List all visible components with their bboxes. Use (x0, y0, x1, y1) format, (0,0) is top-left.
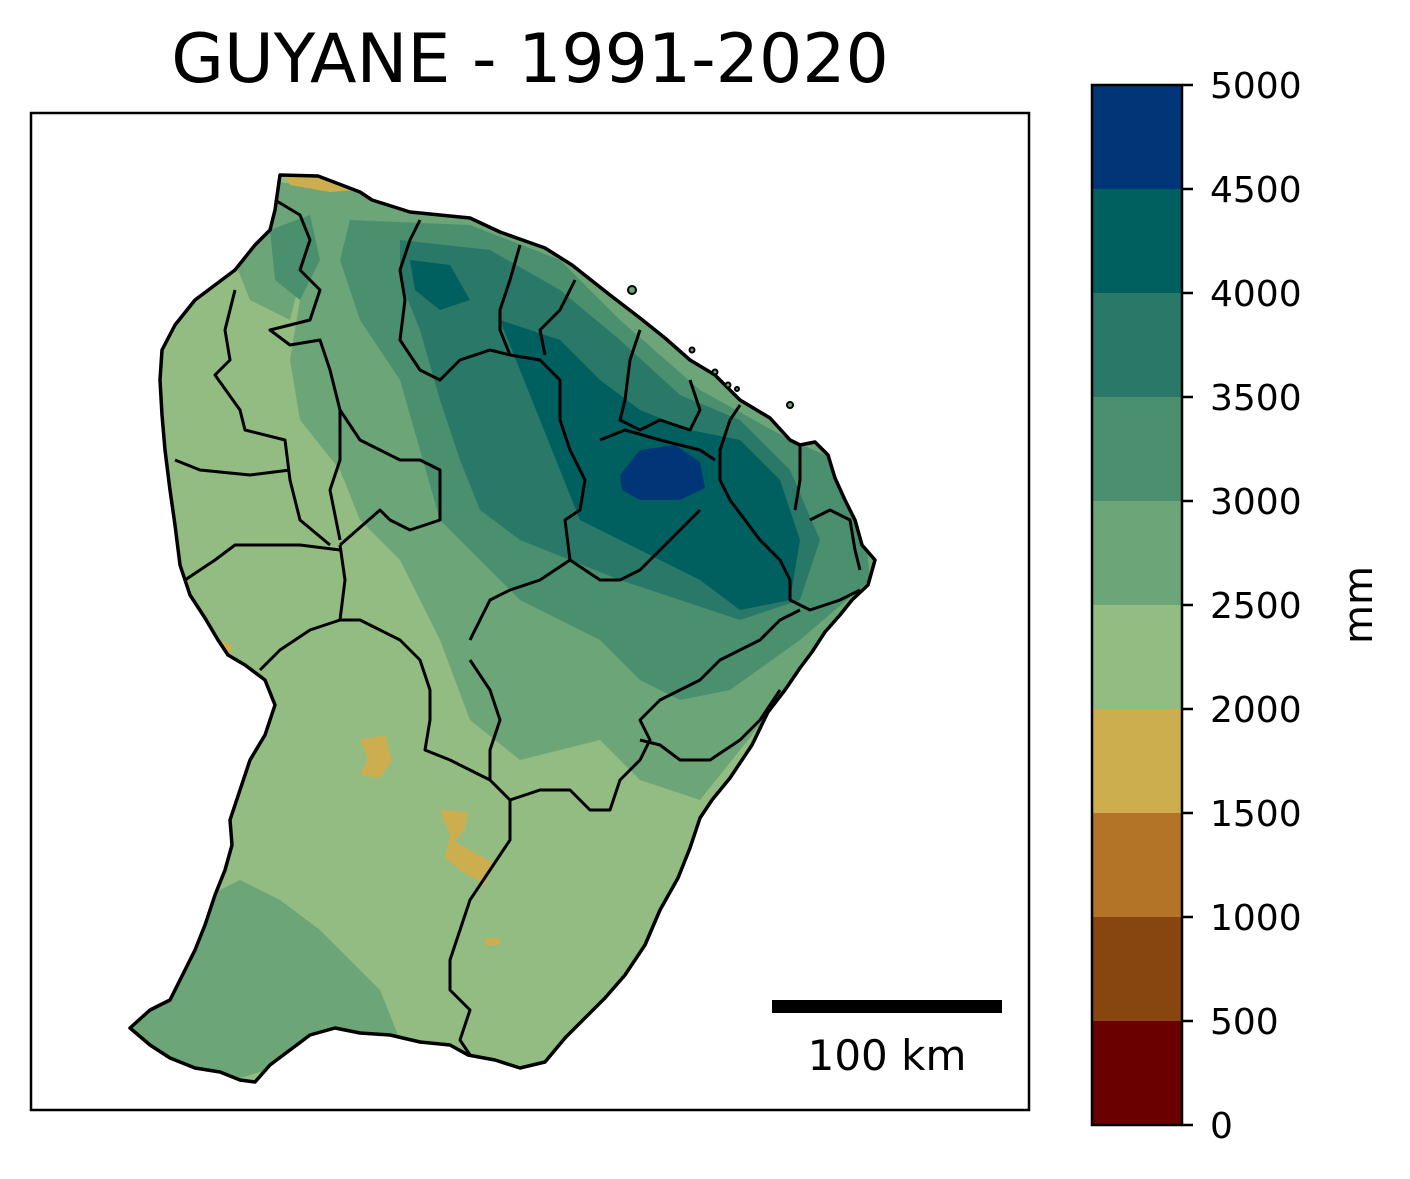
colorbar-tick-label-0: 0 (1210, 1106, 1233, 1147)
colorbar-unit-label: mm (1336, 566, 1382, 644)
colorbar-bin-4 (1092, 605, 1182, 709)
coastline (128, 173, 877, 1084)
colorbar-bin-6 (1092, 397, 1182, 501)
map-title: GUYANE - 1991-2020 (171, 20, 889, 99)
colorbar-tick-label-6: 3000 (1210, 482, 1302, 523)
colorbar-tick-label-9: 4500 (1210, 170, 1302, 211)
colorbar-bin-9 (1092, 85, 1182, 189)
colorbar-bin-1 (1092, 917, 1182, 1021)
colorbar-bin-8 (1092, 189, 1182, 293)
colorbar-tick-label-8: 4000 (1210, 274, 1302, 315)
colorbar-tick-label-7: 3500 (1210, 378, 1302, 419)
colorbar-tick-label-10: 5000 (1210, 66, 1302, 107)
colorbar-bin-0 (1092, 1021, 1182, 1125)
colorbar-tick-label-5: 2500 (1210, 586, 1302, 627)
islands (627, 285, 794, 409)
colorbar-tick-label-4: 2000 (1210, 690, 1302, 731)
colorbar-bin-7 (1092, 293, 1182, 397)
colorbar-bin-2 (1092, 813, 1182, 917)
commune-borders (174, 198, 862, 1056)
colorbar: 0 500 1000 1500 2000 2500 3000 3500 4000 4500 5000 (1090, 66, 1302, 1147)
colorbar-tick-label-3: 1500 (1210, 794, 1302, 835)
scale-bar-label: 100 km (808, 1031, 967, 1080)
colorbar-tick-label-1: 500 (1210, 1002, 1279, 1043)
colorbar-bin-5 (1092, 501, 1182, 605)
scale-bar (772, 1000, 1002, 1013)
colorbar-tick-label-2: 1000 (1210, 898, 1302, 939)
colorbar-bin-3 (1092, 709, 1182, 813)
